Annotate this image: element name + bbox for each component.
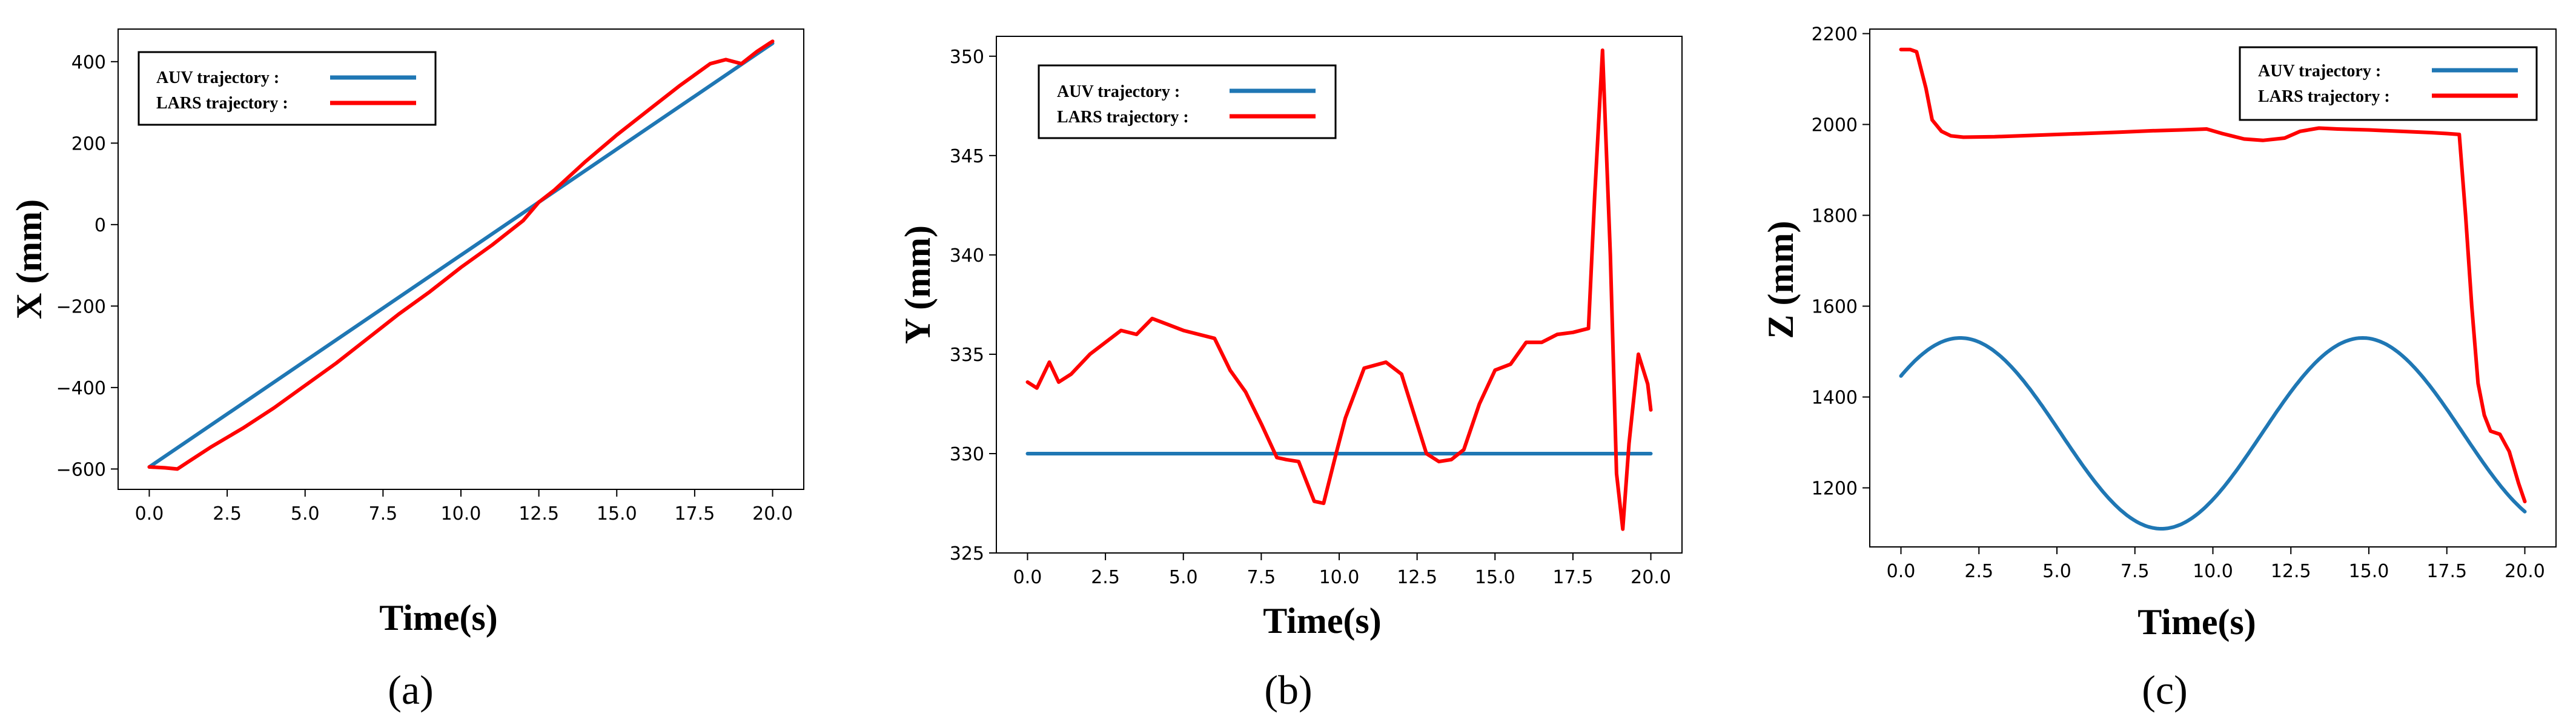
x-tick-label: 5.0 [1169, 567, 1198, 588]
x-tick-label: 17.5 [2426, 561, 2467, 582]
x-ticks-b: 0.0 2.5 5.0 7.5 10.0 12.5 15.0 17.5 20.0 [1013, 553, 1671, 588]
x-tick-label: 17.5 [1553, 567, 1594, 588]
panel-label-b: (b) [1264, 667, 1312, 713]
legend-label-auv-c: AUV trajectory : [2258, 62, 2381, 81]
y-tick-label: 1200 [1812, 478, 1858, 500]
y-ticks-a: −600 −400 −200 0 200 400 [56, 52, 118, 480]
y-tick-label: 1400 [1812, 388, 1858, 409]
y-axis-label-a: X (mm) [9, 199, 49, 319]
x-tick-label: 7.5 [2121, 561, 2150, 582]
x-tick-label: 10.0 [1319, 567, 1360, 588]
legend-c: AUV trajectory : LARS trajectory : [2239, 46, 2538, 121]
y-tick-label: 330 [950, 444, 984, 465]
x-tick-label: 20.0 [1631, 567, 1671, 588]
legend-label-lars-b: LARS trajectory : [1057, 108, 1189, 127]
x-tick-label: 17.5 [675, 503, 715, 524]
x-tick-label: 12.5 [2271, 561, 2311, 582]
x-tick-label: 10.0 [441, 503, 482, 524]
chart-c: 0.0 2.5 5.0 7.5 10.0 12.5 15.0 17.5 20.0 1200 140… [1761, 24, 2557, 713]
x-tick-label: 20.0 [2505, 561, 2545, 582]
x-tick-label: 2.5 [1091, 567, 1120, 588]
x-tick-label: 10.0 [2193, 561, 2233, 582]
series-b [1025, 48, 1653, 531]
x-tick-label: 0.0 [1887, 561, 1916, 582]
legend-b: AUV trajectory : LARS trajectory : [1038, 64, 1337, 139]
y-tick-label: 345 [950, 146, 984, 167]
series-c [1899, 47, 2527, 531]
series-line-auv [1899, 336, 2527, 531]
panel-label-c: (c) [2142, 667, 2187, 713]
x-axis-label-b: Time(s) [1263, 601, 1382, 641]
x-tick-label: 12.5 [1397, 567, 1437, 588]
y-tick-label: −200 [56, 296, 106, 317]
x-tick-label: 20.0 [752, 503, 793, 524]
y-tick-label: 2000 [1812, 115, 1858, 136]
y-tick-label: 2200 [1812, 24, 1858, 45]
legend-label-lars-c: LARS trajectory : [2258, 87, 2390, 106]
legend-a: AUV trajectory : LARS trajectory : [137, 51, 437, 126]
y-tick-label: 335 [950, 345, 984, 366]
legend-label-lars-a: LARS trajectory : [156, 94, 288, 113]
legend-label-auv-b: AUV trajectory : [1057, 82, 1180, 101]
y-tick-label: 325 [950, 543, 984, 564]
x-tick-label: 0.0 [1013, 567, 1042, 588]
x-tick-label: 2.5 [213, 503, 242, 524]
y-ticks-b: 325 330 335 340 345 350 [950, 47, 996, 564]
series-line-auv [147, 41, 775, 469]
y-tick-label: 1800 [1812, 206, 1858, 227]
y-ticks-c: 1200 1400 1600 1800 2000 2200 [1812, 24, 1870, 500]
y-tick-label: 1600 [1812, 297, 1858, 318]
legend-label-auv-a: AUV trajectory : [156, 68, 279, 87]
x-tick-label: 12.5 [518, 503, 559, 524]
y-axis-label-b: Y (mm) [898, 225, 938, 344]
y-tick-label: 400 [71, 52, 106, 73]
series-a [147, 39, 775, 471]
x-tick-label: 5.0 [2042, 561, 2071, 582]
y-tick-label: −400 [56, 378, 106, 399]
x-tick-label: 5.0 [291, 503, 320, 524]
y-tick-label: 0 [94, 215, 106, 236]
x-tick-label: 15.0 [2349, 561, 2389, 582]
legend-box-a [137, 51, 437, 126]
y-tick-label: 350 [950, 47, 984, 68]
series-line-lars [1899, 47, 2527, 503]
x-tick-label: 7.5 [1247, 567, 1276, 588]
x-axis-label-c: Time(s) [2137, 602, 2256, 642]
chart-b: 0.0 2.5 5.0 7.5 10.0 12.5 15.0 17.5 20.0 3253303… [898, 36, 1683, 713]
y-tick-label: 340 [950, 245, 984, 266]
x-tick-label: 2.5 [1964, 561, 1993, 582]
chart-a: 0.0 2.5 5.0 7.5 10.0 12.5 15.0 17.5 20.0 −600 −40… [9, 28, 804, 713]
panel-label-a: (a) [388, 667, 433, 713]
legend-box-c [2239, 46, 2538, 121]
legend-box-b [1038, 64, 1337, 139]
x-tick-label: 7.5 [369, 503, 398, 524]
x-ticks-a: 0.0 2.5 5.0 7.5 10.0 12.5 15.0 17.5 20.0 [135, 489, 793, 524]
x-tick-label: 0.0 [135, 503, 164, 524]
x-ticks-c: 0.0 2.5 5.0 7.5 10.0 12.5 15.0 17.5 20.0 [1887, 547, 2545, 582]
x-axis-label-a: Time(s) [379, 598, 498, 638]
y-tick-label: −600 [56, 459, 106, 480]
series-line-lars [1025, 48, 1653, 531]
y-axis-label-c: Z (mm) [1761, 221, 1801, 339]
x-tick-label: 15.0 [1475, 567, 1515, 588]
series-line-lars [147, 39, 775, 471]
y-tick-label: 200 [71, 133, 106, 154]
x-tick-label: 15.0 [597, 503, 637, 524]
